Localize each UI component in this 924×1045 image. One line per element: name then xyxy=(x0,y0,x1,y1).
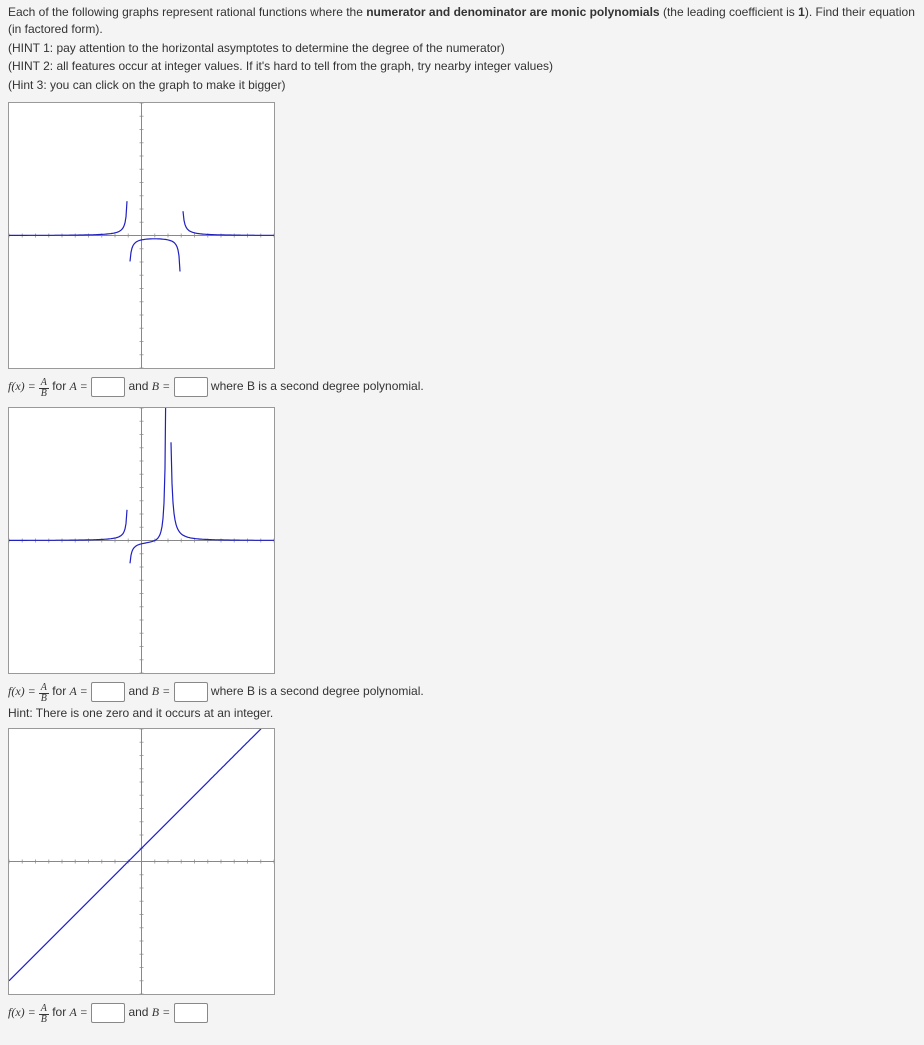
for-label: for xyxy=(49,1005,70,1019)
and-label: and xyxy=(128,1005,151,1019)
for-label: for xyxy=(49,379,70,393)
input-B-1[interactable] xyxy=(174,377,208,397)
hint-3: (Hint 3: you can click on the graph to m… xyxy=(8,77,916,94)
problem-3: f(x) = AB for A = and B = xyxy=(8,728,916,1025)
fraction: AB xyxy=(39,1004,49,1025)
problem-1: f(x) = AB for A = and B = where B is a s… xyxy=(8,102,916,399)
frac-den: B xyxy=(39,389,49,399)
hint-1: (HINT 1: pay attention to the horizontal… xyxy=(8,40,916,57)
graph-3[interactable] xyxy=(8,728,275,995)
input-A-1[interactable] xyxy=(91,377,125,397)
intro-text: Each of the following graphs represent r… xyxy=(8,4,916,94)
graph-2[interactable] xyxy=(8,407,275,674)
fx-label: f(x) = xyxy=(8,379,39,393)
and-label: and xyxy=(128,684,151,698)
hint-2: (HINT 2: all features occur at integer v… xyxy=(8,58,916,75)
input-A-3[interactable] xyxy=(91,1003,125,1023)
frac-den: B xyxy=(39,694,49,704)
intro-1a: Each of the following graphs represent r… xyxy=(8,5,366,19)
A-label: A = xyxy=(70,1005,88,1019)
intro-1d: 1 xyxy=(798,5,805,19)
B-label: B = xyxy=(152,684,170,698)
A-label: A = xyxy=(70,379,88,393)
answer-row-3: f(x) = AB for A = and B = xyxy=(8,1001,916,1025)
input-B-2[interactable] xyxy=(174,682,208,702)
B-label: B = xyxy=(152,379,170,393)
answer-row-2: f(x) = AB for A = and B = where B is a s… xyxy=(8,680,916,704)
A-label: A = xyxy=(70,684,88,698)
fx-label: f(x) = xyxy=(8,684,39,698)
frac-den: B xyxy=(39,1015,49,1025)
input-A-2[interactable] xyxy=(91,682,125,702)
and-label: and xyxy=(128,379,151,393)
where-label: where B is a second degree polynomial. xyxy=(211,684,424,698)
intro-1b: numerator and denominator are monic poly… xyxy=(366,5,659,19)
B-label: B = xyxy=(152,1005,170,1019)
problem-2: f(x) = AB for A = and B = where B is a s… xyxy=(8,407,916,720)
input-B-3[interactable] xyxy=(174,1003,208,1023)
fraction: AB xyxy=(39,683,49,704)
fx-label: f(x) = xyxy=(8,1005,39,1019)
graph-1[interactable] xyxy=(8,102,275,369)
answer-row-1: f(x) = AB for A = and B = where B is a s… xyxy=(8,375,916,399)
frac-num: A xyxy=(39,1004,49,1015)
where-label: where B is a second degree polynomial. xyxy=(211,379,424,393)
for-label: for xyxy=(49,684,70,698)
hint-zero: Hint: There is one zero and it occurs at… xyxy=(8,706,916,720)
fraction: AB xyxy=(39,378,49,399)
intro-1c: (the leading coefficient is xyxy=(660,5,799,19)
